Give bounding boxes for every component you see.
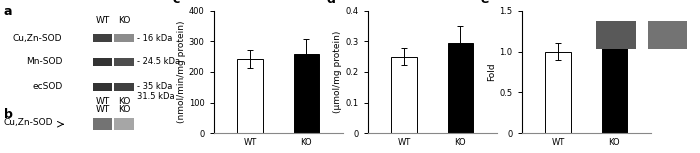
Text: c: c (172, 0, 179, 6)
Text: - 16 kDa: - 16 kDa (137, 34, 173, 43)
Text: a: a (4, 5, 13, 18)
Bar (237, 59, 262, 133)
Bar (114, 34, 134, 42)
Text: WT: WT (95, 16, 110, 25)
Bar (92, 58, 113, 66)
Text: Mn-SOD: Mn-SOD (26, 57, 62, 66)
Bar (92, 34, 113, 42)
Bar (114, 83, 134, 91)
Bar (602, 42, 627, 133)
Text: Cu,Zn-SOD: Cu,Zn-SOD (13, 34, 62, 43)
Y-axis label: Fold: Fold (488, 63, 496, 81)
Text: b: b (4, 108, 13, 121)
Text: - 35 kDa: - 35 kDa (137, 82, 173, 91)
Bar (114, 118, 134, 130)
Text: d: d (326, 0, 335, 6)
Y-axis label: (nmol/min/mg protein): (nmol/min/mg protein) (177, 21, 186, 123)
Bar (648, 21, 687, 50)
Y-axis label: (μmol/mg protein): (μmol/mg protein) (333, 31, 342, 113)
Bar (92, 83, 113, 91)
Text: e: e (480, 0, 489, 6)
Bar (391, 57, 416, 133)
Text: Cu,Zn-SOD: Cu,Zn-SOD (4, 118, 53, 127)
Bar (294, 54, 319, 133)
Text: KO: KO (118, 105, 130, 114)
Text: 31.5 kDa: 31.5 kDa (137, 92, 175, 101)
Bar (114, 58, 134, 66)
Text: KO: KO (118, 97, 130, 106)
Bar (545, 52, 570, 133)
Bar (448, 43, 473, 133)
Bar (596, 21, 636, 50)
Text: WT: WT (95, 97, 110, 106)
Text: - 24.5 kDa: - 24.5 kDa (137, 57, 181, 66)
Text: ecSOD: ecSOD (32, 82, 62, 91)
Text: KO: KO (118, 16, 130, 25)
Text: WT: WT (95, 105, 110, 114)
Bar (92, 118, 113, 130)
